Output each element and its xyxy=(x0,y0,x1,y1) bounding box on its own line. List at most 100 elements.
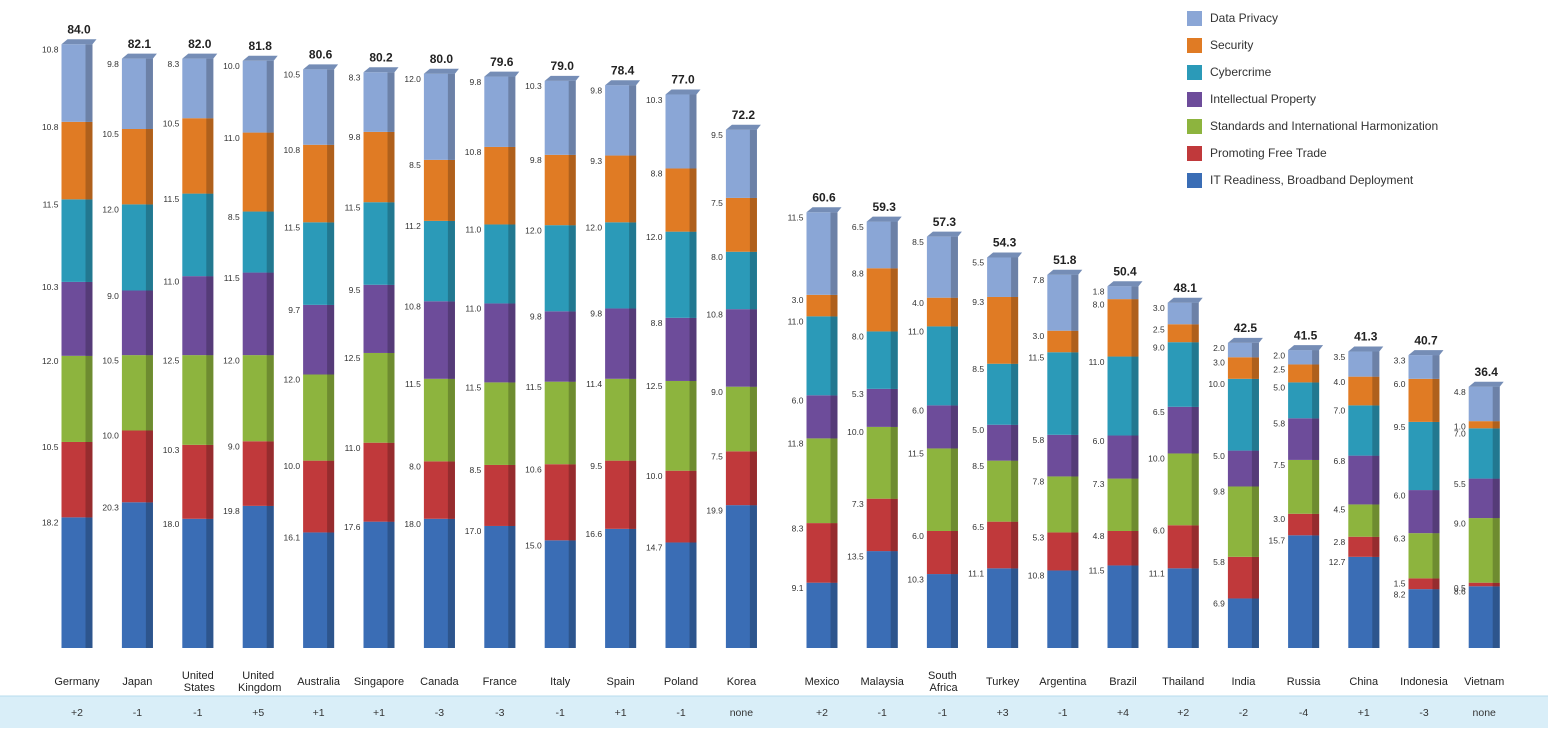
bar-cap xyxy=(1348,346,1384,352)
bar-cap xyxy=(605,80,641,86)
value-label: 11.5 xyxy=(163,194,179,204)
value-label: 10.0 xyxy=(646,471,663,481)
bar-side xyxy=(1131,299,1139,357)
bar-side xyxy=(689,380,697,471)
value-label: 8.6 xyxy=(1454,587,1466,597)
bar-side xyxy=(890,388,898,427)
value-label: 11.0 xyxy=(163,276,179,286)
bar-side xyxy=(749,309,757,387)
value-label: 15.7 xyxy=(1269,536,1286,546)
value-label: 8.8 xyxy=(852,269,864,279)
bar-cap xyxy=(1408,350,1444,356)
bar-side xyxy=(1372,351,1380,377)
value-label: 16.6 xyxy=(586,529,603,539)
value-label: 4.0 xyxy=(1333,377,1345,387)
value-label: 9.0 xyxy=(1153,342,1165,352)
bar-side xyxy=(1011,257,1019,297)
bar-segment xyxy=(1288,364,1320,383)
value-label: 3.0 xyxy=(1153,303,1165,313)
value-label: 18.0 xyxy=(404,519,421,529)
rank-change: +1 xyxy=(1358,707,1370,719)
value-label: 11.0 xyxy=(908,327,924,337)
value-label: 11.5 xyxy=(465,383,481,393)
value-label: 12.5 xyxy=(646,381,663,391)
bar-side xyxy=(629,378,637,461)
value-label: 9.8 xyxy=(590,85,602,95)
bar-side xyxy=(206,193,214,277)
bar-side xyxy=(890,551,898,648)
value-label: 10.8 xyxy=(404,302,421,312)
value-label: 10.6 xyxy=(525,464,542,474)
value-label: 11.5 xyxy=(345,202,361,212)
legend-swatch xyxy=(1187,119,1202,134)
bar-side xyxy=(266,441,274,506)
bar-cap xyxy=(1167,297,1203,303)
bar-side xyxy=(629,528,637,648)
bar-side xyxy=(266,355,274,442)
bar-cap xyxy=(303,64,339,70)
value-label: 8.5 xyxy=(409,160,421,170)
value-label: 10.5 xyxy=(42,442,59,452)
value-label: 18.0 xyxy=(163,519,180,529)
value-label: 19.8 xyxy=(223,506,240,516)
total-label: 81.8 xyxy=(249,39,273,53)
bar-side xyxy=(508,525,516,648)
bar-side xyxy=(1191,406,1199,454)
x-tick-label: Russia xyxy=(1287,676,1322,688)
bar-segment xyxy=(1288,513,1320,536)
bar-side xyxy=(145,128,153,205)
total-label: 57.3 xyxy=(933,215,957,229)
x-tick-label: Canada xyxy=(420,676,459,688)
rank-change: +2 xyxy=(71,707,83,719)
total-label: 80.6 xyxy=(309,48,333,62)
value-label: 6.0 xyxy=(1093,436,1105,446)
value-label: 8.0 xyxy=(409,462,421,472)
bar-side xyxy=(206,118,214,194)
value-label: 0.5 xyxy=(1454,583,1466,593)
bar-side xyxy=(387,442,395,522)
bar-side xyxy=(145,204,153,291)
value-label: 17.0 xyxy=(465,526,482,536)
value-label: 7.5 xyxy=(1273,460,1285,470)
rank-change: -1 xyxy=(938,707,947,719)
value-label: 5.3 xyxy=(852,389,864,399)
bar-side xyxy=(387,131,395,203)
bar-side xyxy=(1432,589,1440,648)
total-label: 41.5 xyxy=(1294,328,1318,342)
value-label: 9.0 xyxy=(711,387,723,397)
value-label: 10.3 xyxy=(163,445,180,455)
value-label: 11.5 xyxy=(405,379,421,389)
value-label: 11.5 xyxy=(284,223,300,233)
bar-side xyxy=(1312,350,1320,365)
value-label: 5.5 xyxy=(972,258,984,268)
bar-segment xyxy=(1348,536,1380,557)
bar-cap xyxy=(61,39,97,45)
value-label: 9.5 xyxy=(1394,422,1406,432)
rank-change: +2 xyxy=(816,707,828,719)
x-tick-label: Mexico xyxy=(805,676,840,688)
legend-label: Promoting Free Trade xyxy=(1210,146,1327,160)
total-label: 72.2 xyxy=(732,108,756,122)
bar-side xyxy=(689,542,697,648)
rank-change: -1 xyxy=(1058,707,1067,719)
value-label: 6.8 xyxy=(1333,456,1345,466)
rank-change: +5 xyxy=(252,707,264,719)
bar-cap xyxy=(1227,337,1263,343)
value-label: 5.0 xyxy=(1273,383,1285,393)
x-tick-label: United Kingdom xyxy=(235,670,281,694)
bar-cap xyxy=(987,252,1023,258)
bar-side xyxy=(950,574,958,648)
legend-swatch xyxy=(1187,173,1202,188)
bar-side xyxy=(1372,536,1380,557)
value-label: 8.0 xyxy=(1093,299,1105,309)
bar-segment xyxy=(1107,286,1139,300)
bar-side xyxy=(749,505,757,648)
bar-side xyxy=(1131,286,1139,300)
bar-side xyxy=(830,294,838,317)
bar-side xyxy=(629,222,637,309)
bar-segment xyxy=(1468,421,1500,429)
value-label: 16.1 xyxy=(284,533,301,543)
bar-side xyxy=(1071,330,1079,353)
legend-label: Data Privacy xyxy=(1210,11,1278,25)
x-tick-label: Spain xyxy=(607,676,635,688)
